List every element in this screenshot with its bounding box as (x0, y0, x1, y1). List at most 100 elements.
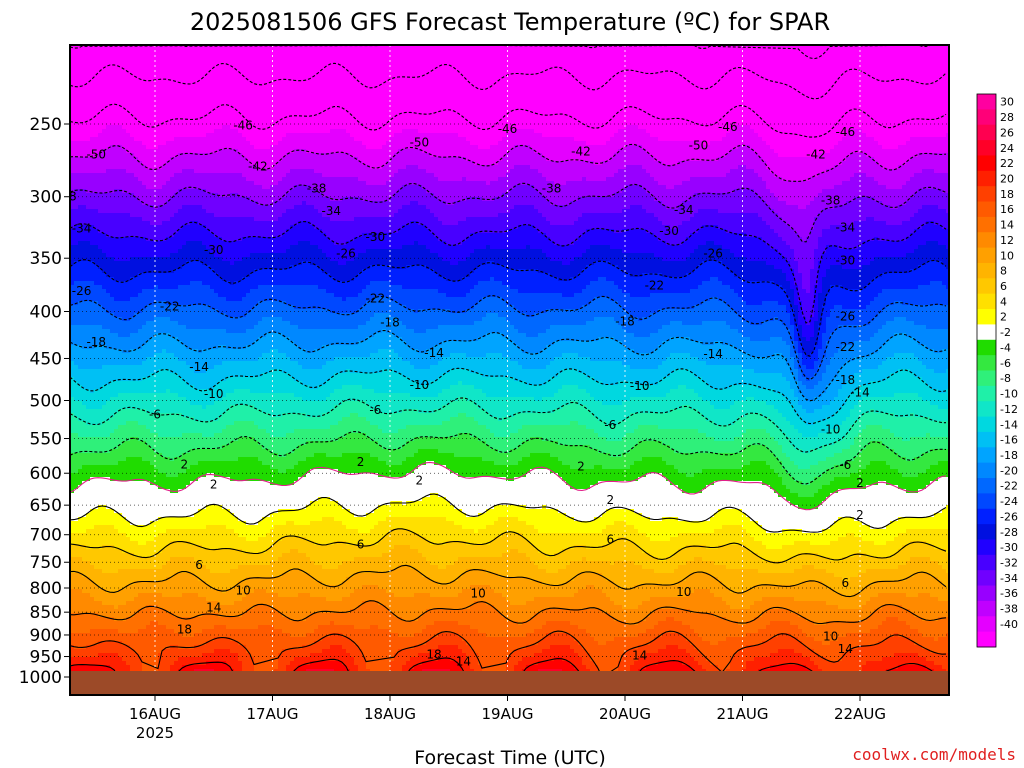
temperature-band-cell (470, 45, 475, 146)
temperature-band-cell (542, 369, 547, 386)
temperature-band-cell (642, 413, 647, 426)
temperature-band-cell (362, 417, 367, 434)
temperature-band-cell (446, 181, 451, 206)
temperature-band-cell (110, 465, 115, 482)
temperature-band-cell (642, 317, 647, 338)
temperature-band-cell (526, 165, 531, 186)
temperature-band-cell (362, 433, 367, 454)
temperature-band-cell (562, 465, 567, 482)
temperature-band-cell (230, 589, 235, 606)
temperature-band-cell (426, 309, 431, 330)
temperature-band-cell (162, 413, 167, 438)
temperature-band-cell (590, 533, 595, 550)
temperature-band-cell (546, 293, 551, 310)
temperature-band-cell (222, 617, 227, 626)
temperature-band-cell (558, 293, 563, 310)
temperature-band-cell (210, 525, 215, 550)
temperature-band-cell (214, 45, 219, 130)
temperature-band-cell (658, 429, 663, 442)
temperature-band-cell (550, 325, 555, 346)
temperature-band-cell (482, 529, 487, 546)
temperature-band-cell (102, 233, 107, 254)
temperature-band-cell (130, 601, 135, 618)
temperature-band-cell (390, 285, 395, 302)
temperature-band-cell (78, 517, 83, 534)
temperature-band-cell (422, 465, 427, 498)
temperature-band-cell (370, 45, 375, 150)
temperature-band-cell (290, 265, 295, 286)
temperature-band-cell (214, 129, 219, 154)
temperature-band-cell (510, 341, 515, 362)
temperature-band-cell (590, 397, 595, 414)
temperature-band-cell (282, 197, 287, 214)
temperature-band-cell (94, 477, 99, 510)
temperature-band-cell (642, 337, 647, 354)
temperature-band-cell (662, 429, 667, 446)
temperature-band-cell (542, 661, 547, 670)
temperature-band-cell (146, 221, 151, 242)
temperature-band-cell (278, 353, 283, 370)
temperature-band-cell (298, 169, 303, 186)
temperature-band-cell (430, 637, 435, 650)
temperature-band-cell (506, 601, 511, 622)
temperature-band-cell (82, 325, 87, 350)
temperature-band-cell (534, 629, 539, 646)
temperature-band-cell (226, 349, 231, 362)
temperature-band-cell (450, 473, 455, 506)
temperature-band-cell (446, 297, 451, 310)
temperature-band-cell (354, 385, 359, 402)
temperature-band-cell (274, 45, 279, 146)
temperature-band-cell (550, 441, 555, 458)
temperature-band-cell (162, 165, 167, 186)
temperature-band-cell (258, 301, 263, 322)
temperature-band-cell (298, 537, 303, 554)
temperature-band-cell (406, 661, 411, 674)
temperature-band-cell (402, 361, 407, 378)
temperature-band-cell (446, 157, 451, 182)
temperature-band-cell (490, 145, 495, 166)
temperature-band-cell (610, 177, 615, 198)
temperature-band-cell (458, 525, 463, 542)
temperature-band-cell (514, 449, 519, 466)
temperature-band-cell (398, 133, 403, 150)
temperature-band-cell (138, 409, 143, 426)
temperature-band-cell (86, 425, 91, 438)
temperature-band-cell (202, 449, 207, 462)
temperature-band-cell (154, 353, 159, 374)
temperature-band-cell (374, 149, 379, 170)
temperature-band-cell (282, 177, 287, 198)
temperature-band-cell (250, 609, 255, 630)
temperature-band-cell (378, 477, 383, 506)
temperature-band-cell (610, 137, 615, 158)
temperature-band-cell (550, 557, 555, 574)
temperature-band-cell (118, 621, 123, 634)
temperature-band-cell (494, 165, 499, 182)
temperature-band-cell (218, 381, 223, 402)
temperature-band-cell (190, 649, 195, 658)
temperature-band-cell (334, 153, 339, 178)
temperature-band-cell (178, 229, 183, 250)
temperature-band-cell (426, 517, 431, 542)
temperature-band-cell (238, 601, 243, 618)
temperature-band-cell (558, 225, 563, 246)
temperature-band-cell (422, 517, 427, 538)
temperature-band-cell (170, 273, 175, 290)
temperature-band-cell (478, 45, 483, 150)
temperature-band-cell (586, 161, 591, 182)
temperature-band-cell (146, 593, 151, 606)
temperature-band-cell (530, 337, 535, 354)
temperature-band-cell (342, 525, 347, 542)
temperature-band-cell (230, 333, 235, 350)
temperature-band-cell (354, 217, 359, 238)
temperature-band-cell (470, 197, 475, 218)
temperature-band-cell (486, 429, 491, 446)
temperature-band-cell (102, 365, 107, 386)
temperature-band-cell (530, 129, 535, 150)
temperature-band-cell (134, 613, 139, 634)
temperature-band-cell (106, 329, 111, 350)
temperature-band-cell (302, 221, 307, 242)
temperature-band-cell (426, 653, 431, 662)
temperature-band-cell (206, 653, 211, 662)
temperature-band-cell (642, 253, 647, 274)
temperature-band-cell (598, 533, 603, 550)
